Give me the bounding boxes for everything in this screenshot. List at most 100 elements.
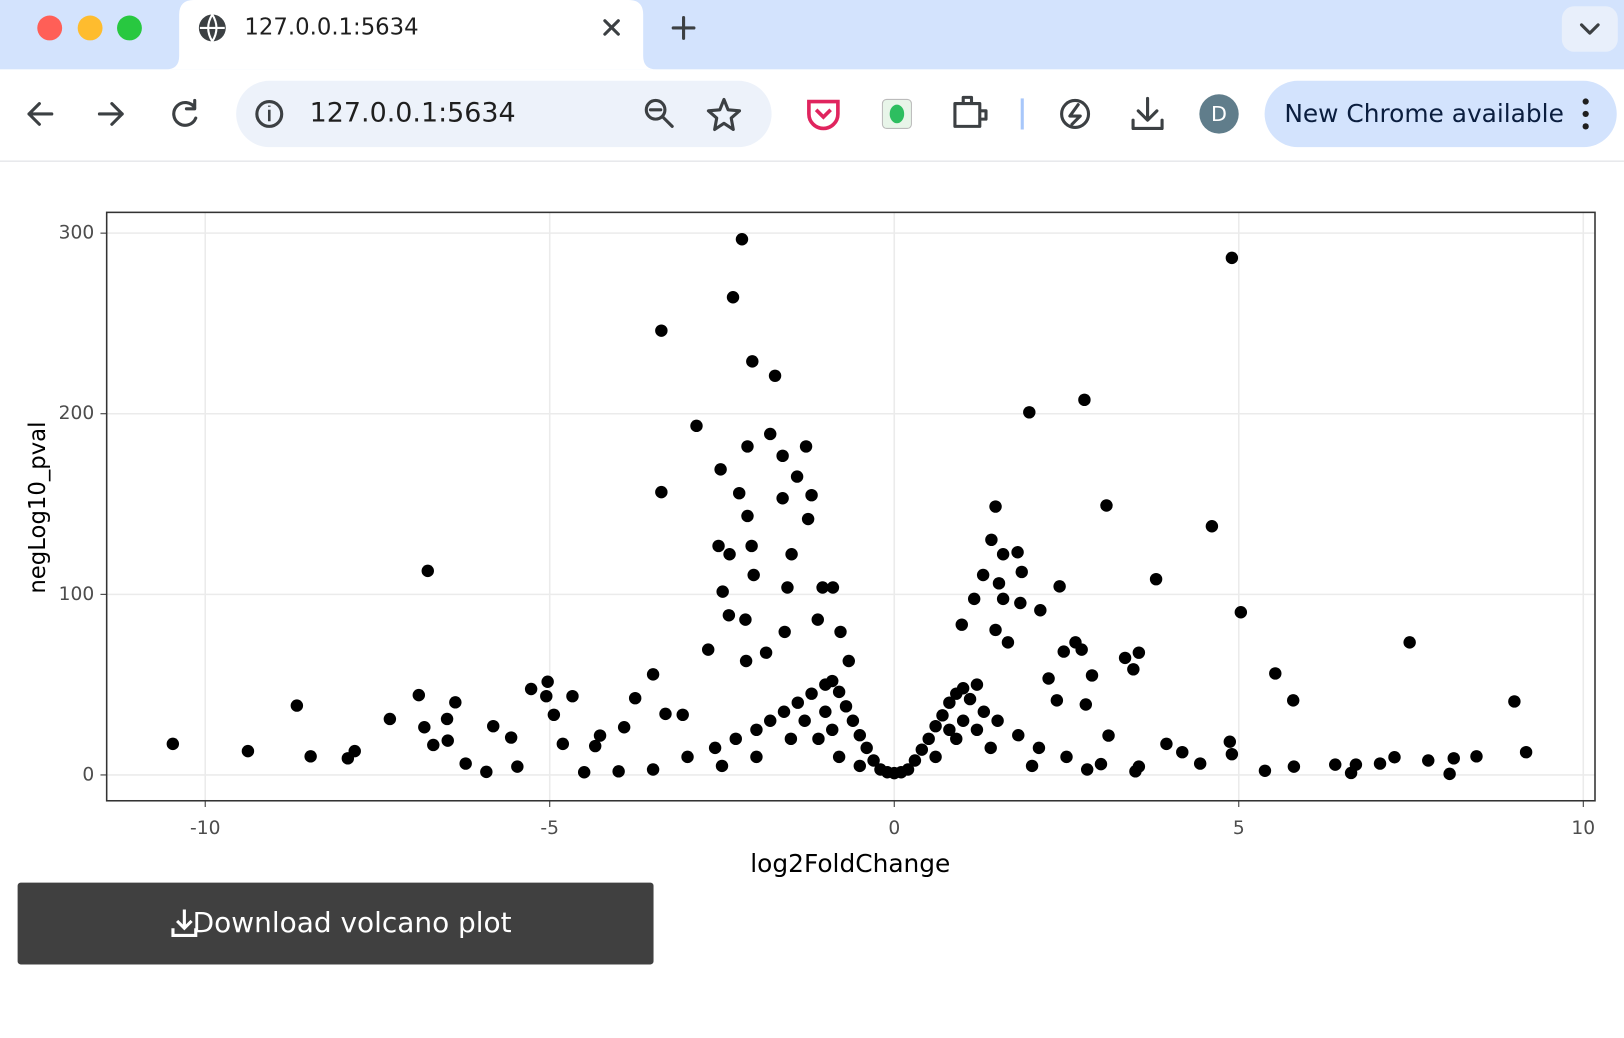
point [1060, 750, 1073, 764]
point [480, 765, 493, 779]
downloads-button[interactable] [1131, 96, 1164, 131]
point [867, 754, 880, 767]
point [1329, 758, 1342, 771]
point [418, 721, 431, 734]
minimize-window[interactable] [77, 15, 103, 41]
point [659, 707, 672, 721]
point [768, 369, 782, 383]
point [1443, 767, 1456, 781]
point [759, 646, 773, 659]
x-tick-label: 5 [1233, 818, 1245, 839]
point [733, 486, 746, 500]
site-info[interactable] [255, 99, 284, 128]
point [1258, 764, 1272, 778]
point [1012, 728, 1025, 742]
point [348, 744, 361, 758]
point [750, 750, 763, 764]
point [655, 324, 668, 337]
update-chip[interactable] [1264, 80, 1617, 148]
point [805, 488, 818, 502]
point [1234, 606, 1248, 619]
point [739, 654, 753, 668]
maximize-window[interactable] [117, 15, 142, 41]
point [556, 737, 570, 751]
point [1129, 765, 1142, 778]
pocket-mark [814, 108, 832, 120]
point [1080, 763, 1094, 776]
point [745, 539, 758, 553]
tab-search[interactable] [1561, 6, 1618, 52]
point [459, 757, 472, 770]
profile-avatar[interactable] [1199, 94, 1239, 134]
reload-button[interactable] [172, 98, 198, 127]
point [842, 654, 855, 668]
close-window[interactable] [37, 15, 63, 41]
point [741, 509, 754, 523]
address-text[interactable]: 127.0.0.1:5634 [310, 97, 516, 128]
point [853, 728, 867, 742]
globe-lines [199, 13, 225, 44]
avatar-initial: D [1211, 102, 1227, 126]
point [714, 463, 727, 476]
point [612, 765, 625, 778]
point [826, 581, 840, 594]
point [166, 737, 180, 751]
point [811, 613, 824, 626]
point [776, 492, 789, 505]
point [1102, 729, 1115, 742]
tab-close[interactable] [603, 19, 620, 36]
forward-button[interactable] [97, 102, 124, 126]
point [963, 692, 977, 706]
point [1470, 750, 1483, 763]
point [1023, 406, 1036, 419]
point [805, 687, 818, 700]
point [1286, 694, 1300, 707]
point [1225, 747, 1239, 761]
point [628, 691, 642, 705]
x-tick-label: 10 [1571, 818, 1595, 839]
back-button[interactable] [27, 102, 54, 126]
point [967, 592, 981, 606]
point [1050, 694, 1064, 707]
point [777, 705, 791, 718]
point [1223, 735, 1237, 748]
point [1034, 604, 1047, 617]
point [1403, 636, 1416, 649]
point [741, 440, 754, 453]
point [1001, 636, 1015, 649]
point [955, 618, 968, 631]
omnibox[interactable] [236, 80, 772, 148]
point [676, 708, 689, 722]
point [715, 759, 729, 773]
point [412, 688, 426, 702]
point [956, 714, 970, 727]
extensions-menu[interactable] [953, 95, 988, 128]
point [588, 739, 602, 753]
pocket-extension[interactable] [807, 99, 840, 131]
point [985, 533, 998, 547]
point [839, 700, 853, 713]
y-axis-label: negLog10_pval [25, 422, 51, 594]
browser-menu[interactable] [1582, 98, 1589, 130]
tab-search-icon [1579, 23, 1600, 35]
point [1057, 645, 1070, 658]
point [511, 760, 524, 773]
point [1176, 745, 1189, 759]
point [996, 548, 1010, 561]
y-tick-label: 300 [59, 223, 95, 244]
y-tick-label: 200 [59, 403, 95, 424]
point [984, 741, 997, 755]
new-tab[interactable] [671, 16, 696, 40]
point [1100, 499, 1113, 512]
update-chip-label[interactable]: New Chrome available [1284, 99, 1564, 128]
download-button-label[interactable]: Download volcano plot [193, 906, 512, 939]
zoom-icon[interactable] [644, 98, 667, 121]
point [1079, 698, 1093, 711]
bookmark-star[interactable] [706, 97, 742, 132]
point [577, 766, 591, 779]
energy-saver[interactable] [1060, 98, 1091, 129]
active-tab[interactable] [165, 0, 657, 70]
download-button[interactable] [17, 882, 654, 965]
point [950, 732, 963, 746]
